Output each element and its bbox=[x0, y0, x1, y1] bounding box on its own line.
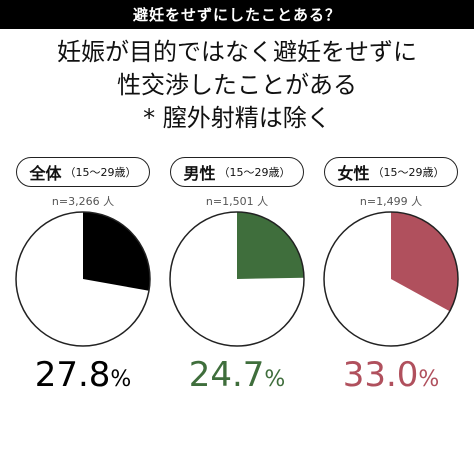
pie-column-total: 全体 （15～29歳） n=3,266 人 27.8% bbox=[8, 157, 158, 395]
sample-size: n=1,501 人 bbox=[205, 195, 269, 208]
title-line-3: * 膣外射精は除く bbox=[143, 104, 331, 132]
percentage-label-female: 33.0% bbox=[343, 355, 440, 395]
sample-size: n=1,499 人 bbox=[359, 195, 423, 208]
percentage-value: 27.8 bbox=[34, 355, 111, 395]
group-name: 男性 bbox=[183, 164, 216, 183]
pie-chart-female bbox=[323, 211, 459, 347]
percentage-unit: % bbox=[418, 367, 440, 392]
group-name: 女性 bbox=[337, 164, 370, 183]
pie-slice-value bbox=[391, 212, 458, 312]
percentage-label-total: 27.8% bbox=[35, 355, 132, 395]
percentage-unit: % bbox=[110, 367, 132, 392]
pie-outline bbox=[169, 211, 305, 347]
banner-text: 避妊をせずにしたことある？ bbox=[132, 6, 341, 24]
group-label-male: 男性 （15～29歳） bbox=[170, 157, 304, 187]
percentage-value: 24.7 bbox=[188, 355, 265, 395]
age-range: （15～29歳） bbox=[218, 166, 291, 179]
header-banner: 避妊をせずにしたことある？ bbox=[0, 0, 474, 29]
pie-chart-male bbox=[169, 211, 305, 347]
pie-column-male: 男性 （15～29歳） n=1,501 人 24.7% bbox=[162, 157, 312, 395]
group-name: 全体 bbox=[29, 164, 62, 183]
pie-outline bbox=[323, 211, 459, 347]
pie-slice-value bbox=[237, 212, 304, 279]
pie-column-female: 女性 （15～29歳） n=1,499 人 33.0% bbox=[316, 157, 466, 395]
age-range: （15～29歳） bbox=[372, 166, 445, 179]
percentage-label-male: 24.7% bbox=[189, 355, 286, 395]
pie-slice-value bbox=[83, 212, 150, 291]
group-label-total: 全体 （15～29歳） bbox=[16, 157, 150, 187]
pie-outline bbox=[15, 211, 151, 347]
percentage-value: 33.0 bbox=[342, 355, 419, 395]
sample-size: n=3,266 人 bbox=[51, 195, 115, 208]
percentage-unit: % bbox=[264, 367, 286, 392]
age-range: （15～29歳） bbox=[64, 166, 137, 179]
title-line-1: 妊娠が目的ではなく避妊をせずに bbox=[57, 38, 417, 66]
group-label-female: 女性 （15～29歳） bbox=[324, 157, 458, 187]
pie-chart-total bbox=[15, 211, 151, 347]
title-line-2: 性交渉したことがある bbox=[117, 71, 357, 99]
chart-title: 妊娠が目的ではなく避妊をせずに 性交渉したことがある * 膣外射精は除く bbox=[0, 36, 474, 135]
